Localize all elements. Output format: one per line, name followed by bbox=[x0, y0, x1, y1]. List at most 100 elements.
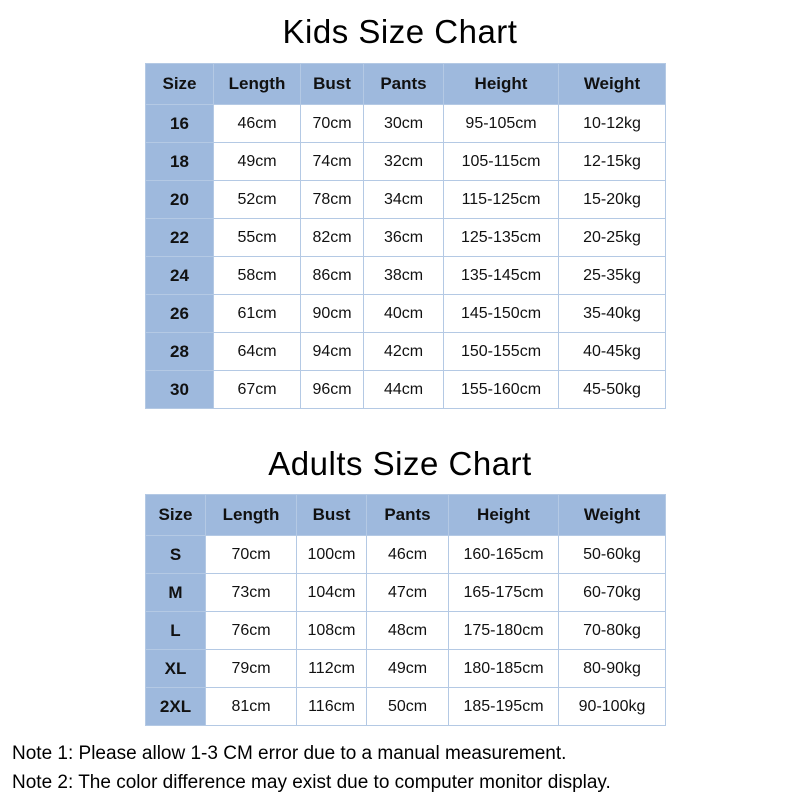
table-row: 20 52cm 78cm 34cm 115-125cm 15-20kg bbox=[145, 180, 666, 219]
cell-pants: 47cm bbox=[366, 573, 449, 612]
notes-block: Note 1: Please allow 1-3 CM error due to… bbox=[12, 739, 792, 797]
cell-size: 18 bbox=[145, 142, 214, 181]
table-row: 18 49cm 74cm 32cm 105-115cm 12-15kg bbox=[145, 142, 666, 181]
cell-bust: 116cm bbox=[296, 687, 367, 726]
cell-bust: 100cm bbox=[296, 535, 367, 574]
cell-length: 49cm bbox=[213, 142, 301, 181]
adults-table-head: Size Length Bust Pants Height Weight bbox=[145, 494, 666, 536]
cell-bust: 70cm bbox=[300, 104, 364, 143]
table-row: 28 64cm 94cm 42cm 150-155cm 40-45kg bbox=[145, 332, 666, 371]
kids-col-header-bust: Bust bbox=[300, 63, 364, 105]
table-row: 22 55cm 82cm 36cm 125-135cm 20-25kg bbox=[145, 218, 666, 257]
cell-pants: 40cm bbox=[363, 294, 444, 333]
cell-pants: 44cm bbox=[363, 370, 444, 409]
cell-bust: 74cm bbox=[300, 142, 364, 181]
cell-bust: 112cm bbox=[296, 649, 367, 688]
kids-col-header-size: Size bbox=[145, 63, 214, 105]
cell-length: 70cm bbox=[205, 535, 297, 574]
cell-height: 155-160cm bbox=[443, 370, 559, 409]
kids-chart-title: Kids Size Chart bbox=[282, 13, 518, 50]
cell-weight: 25-35kg bbox=[558, 256, 666, 295]
cell-weight: 20-25kg bbox=[558, 218, 666, 257]
cell-bust: 108cm bbox=[296, 611, 367, 650]
cell-pants: 50cm bbox=[366, 687, 449, 726]
cell-size: 22 bbox=[145, 218, 214, 257]
cell-length: 81cm bbox=[205, 687, 297, 726]
cell-height: 150-155cm bbox=[443, 332, 559, 371]
cell-weight: 90-100kg bbox=[558, 687, 666, 726]
cell-length: 76cm bbox=[205, 611, 297, 650]
cell-length: 46cm bbox=[213, 104, 301, 143]
cell-length: 61cm bbox=[213, 294, 301, 333]
note-line-2: Note 2: The color difference may exist d… bbox=[12, 772, 611, 793]
cell-height: 135-145cm bbox=[443, 256, 559, 295]
kids-col-header-weight: Weight bbox=[558, 63, 666, 105]
cell-weight: 10-12kg bbox=[558, 104, 666, 143]
cell-weight: 12-15kg bbox=[558, 142, 666, 181]
note-line-1: Note 1: Please allow 1-3 CM error due to… bbox=[12, 743, 567, 764]
adults-size-table: Size Length Bust Pants Height Weight S 7… bbox=[145, 494, 666, 726]
cell-height: 175-180cm bbox=[448, 611, 559, 650]
table-row: S 70cm 100cm 46cm 160-165cm 50-60kg bbox=[145, 535, 666, 574]
cell-size: 20 bbox=[145, 180, 214, 219]
adults-table-wrapper: Size Length Bust Pants Height Weight S 7… bbox=[145, 494, 666, 726]
cell-length: 52cm bbox=[213, 180, 301, 219]
cell-size: 2XL bbox=[145, 687, 206, 726]
cell-pants: 38cm bbox=[363, 256, 444, 295]
cell-bust: 86cm bbox=[300, 256, 364, 295]
kids-header-row: Size Length Bust Pants Height Weight bbox=[145, 63, 666, 105]
cell-length: 73cm bbox=[205, 573, 297, 612]
cell-size: 26 bbox=[145, 294, 214, 333]
cell-height: 160-165cm bbox=[448, 535, 559, 574]
cell-height: 180-185cm bbox=[448, 649, 559, 688]
adults-col-header-size: Size bbox=[145, 494, 206, 536]
adults-col-header-pants: Pants bbox=[366, 494, 449, 536]
kids-col-header-length: Length bbox=[213, 63, 301, 105]
cell-bust: 94cm bbox=[300, 332, 364, 371]
cell-pants: 30cm bbox=[363, 104, 444, 143]
table-row: 30 67cm 96cm 44cm 155-160cm 45-50kg bbox=[145, 370, 666, 409]
cell-weight: 80-90kg bbox=[558, 649, 666, 688]
cell-bust: 78cm bbox=[300, 180, 364, 219]
cell-pants: 49cm bbox=[366, 649, 449, 688]
cell-size: 30 bbox=[145, 370, 214, 409]
table-row: XL 79cm 112cm 49cm 180-185cm 80-90kg bbox=[145, 649, 666, 688]
cell-size: 28 bbox=[145, 332, 214, 371]
adults-col-header-length: Length bbox=[205, 494, 297, 536]
cell-pants: 46cm bbox=[366, 535, 449, 574]
cell-weight: 15-20kg bbox=[558, 180, 666, 219]
table-row: L 76cm 108cm 48cm 175-180cm 70-80kg bbox=[145, 611, 666, 650]
kids-size-table: Size Length Bust Pants Height Weight 16 … bbox=[145, 63, 666, 409]
table-row: 16 46cm 70cm 30cm 95-105cm 10-12kg bbox=[145, 104, 666, 143]
cell-size: L bbox=[145, 611, 206, 650]
cell-size: 24 bbox=[145, 256, 214, 295]
cell-pants: 42cm bbox=[363, 332, 444, 371]
cell-length: 79cm bbox=[205, 649, 297, 688]
cell-bust: 90cm bbox=[300, 294, 364, 333]
cell-weight: 45-50kg bbox=[558, 370, 666, 409]
cell-length: 67cm bbox=[213, 370, 301, 409]
adults-col-header-height: Height bbox=[448, 494, 559, 536]
kids-table-head: Size Length Bust Pants Height Weight bbox=[145, 63, 666, 105]
cell-weight: 40-45kg bbox=[558, 332, 666, 371]
kids-col-header-height: Height bbox=[443, 63, 559, 105]
cell-weight: 70-80kg bbox=[558, 611, 666, 650]
cell-weight: 50-60kg bbox=[558, 535, 666, 574]
cell-length: 64cm bbox=[213, 332, 301, 371]
cell-pants: 32cm bbox=[363, 142, 444, 181]
table-row: 26 61cm 90cm 40cm 145-150cm 35-40kg bbox=[145, 294, 666, 333]
cell-size: XL bbox=[145, 649, 206, 688]
kids-table-wrapper: Size Length Bust Pants Height Weight 16 … bbox=[145, 63, 666, 409]
cell-height: 185-195cm bbox=[448, 687, 559, 726]
cell-height: 165-175cm bbox=[448, 573, 559, 612]
adults-header-row: Size Length Bust Pants Height Weight bbox=[145, 494, 666, 536]
cell-bust: 104cm bbox=[296, 573, 367, 612]
cell-bust: 96cm bbox=[300, 370, 364, 409]
cell-bust: 82cm bbox=[300, 218, 364, 257]
cell-height: 115-125cm bbox=[443, 180, 559, 219]
adults-col-header-weight: Weight bbox=[558, 494, 666, 536]
cell-height: 125-135cm bbox=[443, 218, 559, 257]
table-row: 24 58cm 86cm 38cm 135-145cm 25-35kg bbox=[145, 256, 666, 295]
cell-size: S bbox=[145, 535, 206, 574]
